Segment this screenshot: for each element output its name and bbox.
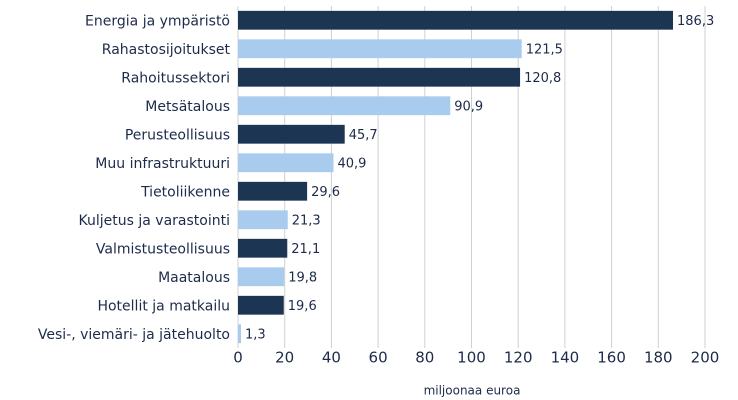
y-tick-label: Muu infrastruktuuri bbox=[95, 156, 230, 172]
y-tick-label: Hotellit ja matkailu bbox=[97, 298, 230, 314]
x-tick-label: 20 bbox=[275, 349, 294, 367]
x-tick-label: 80 bbox=[415, 349, 434, 367]
y-tick-label: Tietoliikenne bbox=[140, 184, 230, 200]
y-tick-label: Kuljetus ja varastointi bbox=[79, 213, 230, 229]
x-tick-label: 40 bbox=[322, 349, 341, 367]
value-label: 21,3 bbox=[292, 213, 321, 228]
value-label: 29,6 bbox=[311, 185, 340, 200]
x-tick-label: 0 bbox=[233, 349, 243, 367]
bar bbox=[238, 238, 288, 258]
x-tick-label: 200 bbox=[691, 349, 720, 367]
y-tick-label: Perusteollisuus bbox=[125, 127, 230, 143]
bar bbox=[238, 181, 308, 201]
y-tick-label: Valmistusteollisuus bbox=[96, 241, 230, 257]
y-tick-label: Energia ja ympäristö bbox=[85, 13, 230, 29]
y-tick-label: Metsätalous bbox=[145, 99, 230, 115]
y-tick-label: Rahastosijoitukset bbox=[102, 42, 231, 58]
value-label: 40,9 bbox=[338, 156, 367, 171]
value-label: 121,5 bbox=[526, 42, 563, 57]
bar bbox=[238, 324, 242, 344]
value-label: 1,3 bbox=[245, 327, 266, 342]
x-tick-label: 100 bbox=[457, 349, 486, 367]
value-label: 45,7 bbox=[349, 128, 378, 143]
bar bbox=[238, 39, 522, 59]
bar bbox=[238, 96, 451, 116]
bar bbox=[238, 153, 334, 173]
y-tick-label: Vesi-, viemäri- ja jätehuolto bbox=[38, 327, 230, 343]
x-tick-label: 120 bbox=[504, 349, 533, 367]
bar bbox=[238, 267, 285, 287]
value-label: 90,9 bbox=[454, 99, 483, 114]
y-tick-label: Maatalous bbox=[158, 270, 230, 286]
x-tick-label: 140 bbox=[551, 349, 580, 367]
x-axis-label: miljoonaa euroa bbox=[424, 384, 521, 398]
y-tick-label: Rahoitussektori bbox=[121, 70, 230, 86]
x-tick-label: 160 bbox=[597, 349, 626, 367]
value-label: 186,3 bbox=[677, 14, 714, 29]
value-label: 19,6 bbox=[288, 299, 317, 314]
x-tick-label: 60 bbox=[369, 349, 388, 367]
bar bbox=[238, 10, 674, 30]
x-tick-label: 180 bbox=[644, 349, 673, 367]
bar bbox=[238, 295, 284, 315]
value-label: 120,8 bbox=[524, 71, 561, 86]
bar bbox=[238, 124, 345, 144]
bar bbox=[238, 67, 521, 87]
bar bbox=[238, 210, 288, 230]
value-label: 19,8 bbox=[288, 270, 317, 285]
value-label: 21,1 bbox=[291, 242, 320, 257]
